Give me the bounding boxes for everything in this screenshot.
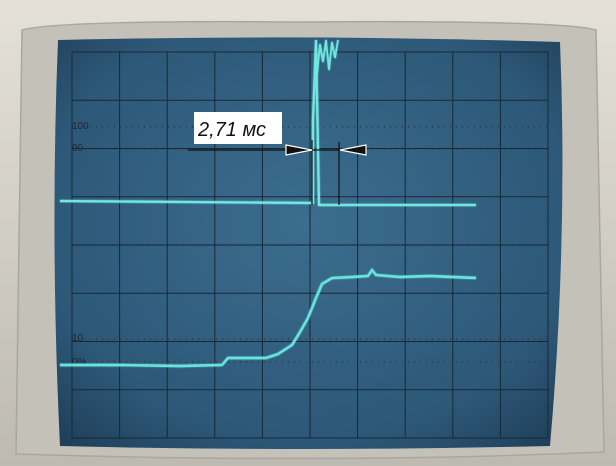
trace-spike [316, 39, 339, 76]
graticule-grid [71, 51, 549, 439]
graticule-label-0: 0% [72, 357, 87, 368]
crt-screen [54, 37, 563, 450]
arrow-right-icon [339, 144, 367, 156]
trace-gate-signal [59, 39, 476, 207]
arrow-left-icon [285, 144, 313, 156]
measurement-label-box [194, 112, 282, 144]
measurement-label: 2,71 мс [197, 119, 266, 141]
trace-response [60, 267, 477, 368]
graticule-label-100: 100 [72, 121, 89, 132]
graticule-label-90: 90 [72, 143, 84, 154]
graticule-label-10: 10 [72, 333, 84, 344]
